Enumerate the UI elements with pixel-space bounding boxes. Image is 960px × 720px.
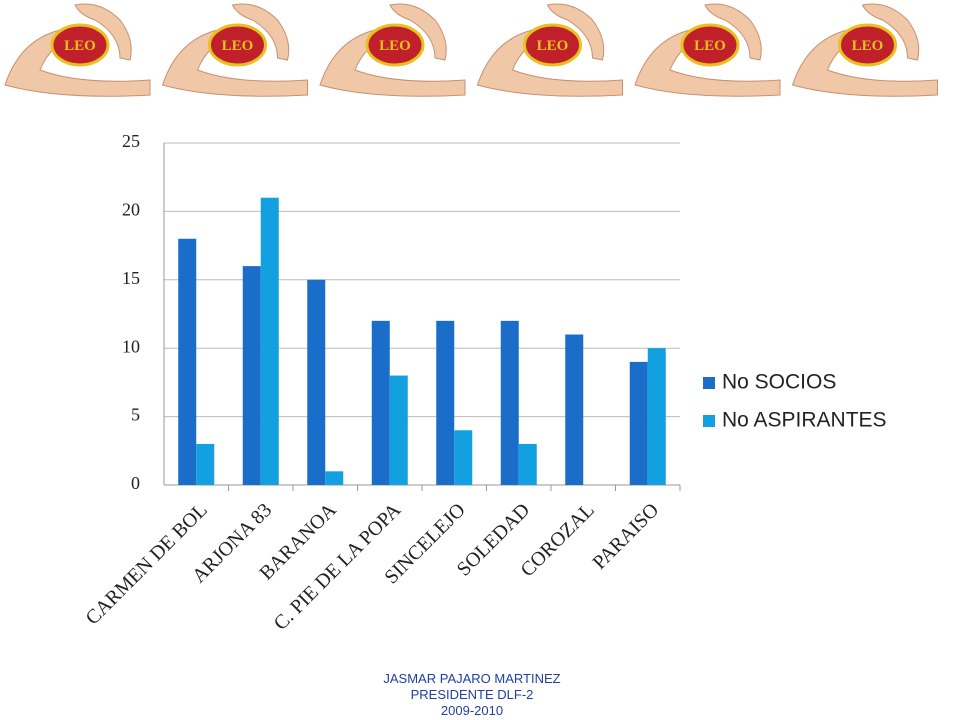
- logo: [680, 23, 740, 67]
- logo: [523, 23, 582, 67]
- hand: [319, 27, 466, 97]
- x-tick-label: PARAISO: [589, 499, 664, 574]
- hand: [791, 27, 938, 97]
- bar: [454, 430, 473, 485]
- legend-swatch: [703, 377, 715, 389]
- logo: [50, 23, 110, 67]
- legend-label: No SOCIOS: [722, 371, 836, 394]
- logo-text: LEO: [379, 38, 411, 54]
- hand: [704, 3, 762, 61]
- bar: [307, 279, 326, 485]
- logo-tile: LEO: [319, 3, 466, 97]
- legend-swatch: [703, 415, 715, 427]
- y-tick-label: 5: [131, 405, 140, 425]
- logo-text: LEO: [64, 38, 96, 54]
- logo-text: LEO: [537, 38, 569, 54]
- bar: [325, 471, 344, 485]
- hand: [546, 3, 605, 61]
- legend-label: No ASPIRANTES: [722, 409, 887, 432]
- bar: [565, 334, 584, 485]
- y-tick-label: 15: [122, 268, 140, 288]
- hand: [634, 27, 781, 97]
- hand: [861, 3, 920, 61]
- logo-text: LEO: [694, 38, 726, 54]
- bar: [389, 375, 408, 485]
- hand: [74, 3, 132, 61]
- bar: [518, 443, 537, 485]
- banner: LEO LEO LEO LEO LEO LEO: [4, 3, 938, 97]
- y-tick-label: 0: [131, 473, 140, 493]
- bar: [178, 238, 197, 485]
- hand: [476, 27, 623, 97]
- bar: [500, 320, 519, 485]
- logo: [208, 23, 267, 67]
- y-tick-label: 25: [122, 131, 140, 151]
- footer-line: PRESIDENTE DLF-2: [411, 687, 534, 702]
- logo: [365, 23, 425, 67]
- bar: [371, 320, 390, 485]
- hand: [161, 27, 308, 97]
- logo-text: LEO: [222, 38, 254, 54]
- footer-line: 2009-2010: [441, 703, 503, 718]
- bar: [436, 320, 455, 485]
- hand: [389, 3, 447, 61]
- bar: [647, 348, 666, 485]
- logo-text: LEO: [852, 38, 884, 54]
- hand: [231, 3, 290, 61]
- footer-line: JASMAR PAJARO MARTINEZ: [383, 671, 560, 686]
- bar: [629, 361, 648, 485]
- logo: [838, 23, 897, 67]
- x-tick-label: CARMEN DE BOL: [82, 499, 212, 629]
- logo-tile: LEO: [4, 3, 151, 97]
- y-tick-label: 10: [122, 336, 140, 356]
- bar: [242, 266, 261, 485]
- logo-tile: LEO: [791, 3, 938, 97]
- logo-tile: LEO: [634, 3, 781, 97]
- bar: [260, 197, 279, 485]
- logo-tile: LEO: [476, 3, 623, 97]
- hand: [4, 27, 151, 97]
- y-tick-label: 20: [122, 200, 140, 220]
- bar: [196, 443, 215, 485]
- logo-tile: LEO: [161, 3, 308, 97]
